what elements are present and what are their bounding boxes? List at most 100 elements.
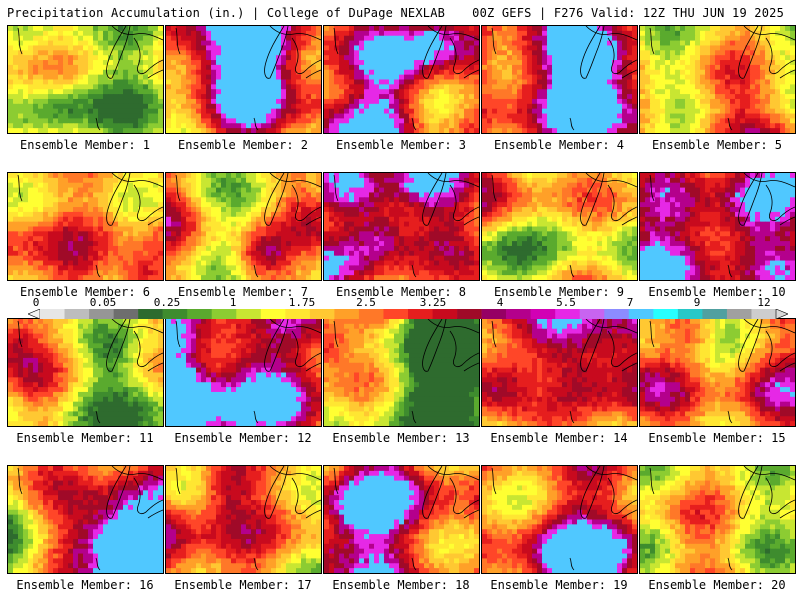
- colorbar-swatch: [138, 309, 163, 319]
- ensemble-member-label: Ensemble Member: 9: [493, 285, 625, 299]
- colorbar-swatch: [358, 309, 384, 319]
- colorbar-swatch: [334, 309, 360, 319]
- great-lakes-outline: [649, 26, 795, 131]
- colorbar-swatch: [408, 309, 433, 319]
- ensemble-member-map: [7, 465, 164, 574]
- colorbar-swatch: [628, 309, 654, 319]
- precipitation-field: [8, 26, 163, 133]
- colorbar-right-arrow: [775, 309, 788, 319]
- ensemble-member-label: Ensemble Member: 1: [19, 138, 151, 152]
- ensemble-member-label: Ensemble Member: 2: [177, 138, 309, 152]
- great-lakes-outline: [175, 319, 321, 424]
- great-lakes-outline: [17, 466, 163, 571]
- great-lakes-outline: [491, 319, 637, 424]
- colorbar-tick-label: 4: [496, 296, 504, 309]
- precipitation-field: [166, 26, 321, 133]
- ensemble-member-map: [165, 318, 322, 427]
- great-lakes-outline: [175, 26, 321, 131]
- great-lakes-outline: [649, 173, 795, 278]
- colorbar-swatch: [285, 309, 311, 319]
- great-lakes-outline: [333, 319, 479, 424]
- precipitation-field: [640, 319, 795, 426]
- colorbar-swatch: [604, 309, 630, 319]
- great-lakes-outline: [17, 319, 163, 424]
- colorbar-swatch: [506, 309, 531, 319]
- precipitation-field: [8, 319, 163, 426]
- colorbar-swatch: [113, 309, 139, 319]
- precipitation-field: [482, 319, 637, 426]
- colorbar-tick-label: 7: [626, 296, 634, 309]
- ensemble-member-label: Ensemble Member: 7: [177, 285, 309, 299]
- colorbar-swatch: [653, 309, 679, 319]
- colorbar-swatch: [579, 309, 605, 319]
- ensemble-member-map: [7, 318, 164, 427]
- ensemble-member-label: Ensemble Member: 18: [332, 578, 470, 592]
- ensemble-member-map: [165, 465, 322, 574]
- colorbar-swatch: [726, 309, 752, 319]
- colorbar-swatch: [457, 309, 482, 319]
- model-run-info: 00Z GEFS | F276 Valid: 12Z THU JUN 19 20…: [472, 6, 784, 20]
- ensemble-member-label: Ensemble Member: 8: [335, 285, 467, 299]
- precipitation-field: [640, 173, 795, 280]
- ensemble-member-label: Ensemble Member: 16: [16, 578, 154, 592]
- precipitation-field: [482, 466, 637, 573]
- colorbar-tick-label: 0.25: [153, 296, 181, 309]
- ensemble-member-label: Ensemble Member: 14: [490, 431, 628, 445]
- great-lakes-outline: [17, 26, 163, 131]
- ensemble-member-label: Ensemble Member: 5: [651, 138, 783, 152]
- great-lakes-outline: [175, 466, 321, 571]
- ensemble-member-map: [165, 25, 322, 134]
- colorbar-swatch: [677, 309, 703, 319]
- ensemble-member-map: [639, 172, 796, 281]
- colorbar-tick-label: 1.75: [288, 296, 316, 309]
- colorbar-swatch: [702, 309, 728, 319]
- colorbar-tick-label: 9: [693, 296, 701, 309]
- great-lakes-outline: [649, 319, 795, 424]
- precipitation-field: [166, 319, 321, 426]
- colorbar-left-arrow: [28, 309, 41, 319]
- colorbar-swatch: [236, 309, 262, 319]
- precipitation-colorbar: [28, 309, 788, 319]
- great-lakes-outline: [649, 466, 795, 571]
- ensemble-member-label: Ensemble Member: 15: [648, 431, 786, 445]
- ensemble-member-map: [323, 465, 480, 574]
- precipitation-field: [8, 466, 163, 573]
- great-lakes-outline: [17, 173, 163, 278]
- colorbar-swatch: [432, 309, 458, 319]
- great-lakes-outline: [333, 173, 479, 278]
- ensemble-member-map: [165, 172, 322, 281]
- colorbar-swatch: [309, 309, 335, 319]
- ensemble-member-map: [481, 172, 638, 281]
- ensemble-member-label: Ensemble Member: 12: [174, 431, 312, 445]
- great-lakes-outline: [491, 173, 637, 278]
- ensemble-member-map: [7, 25, 164, 134]
- great-lakes-outline: [491, 466, 637, 571]
- colorbar-swatch: [89, 309, 114, 319]
- precipitation-field: [482, 26, 637, 133]
- ensemble-member-map: [481, 25, 638, 134]
- ensemble-member-label: Ensemble Member: 20: [648, 578, 786, 592]
- precipitation-field: [640, 26, 795, 133]
- colorbar-swatch: [40, 309, 65, 319]
- colorbar-swatch: [555, 309, 581, 319]
- great-lakes-outline: [333, 466, 479, 571]
- ensemble-member-map: [639, 318, 796, 427]
- colorbar-swatch: [481, 309, 507, 319]
- precipitation-field: [8, 173, 163, 280]
- colorbar-swatch: [64, 309, 90, 319]
- ensemble-member-map: [639, 25, 796, 134]
- ensemble-member-map: [323, 172, 480, 281]
- ensemble-member-map: [481, 465, 638, 574]
- precipitation-field: [324, 319, 479, 426]
- ensemble-member-label: Ensemble Member: 4: [493, 138, 625, 152]
- ensemble-member-label: Ensemble Member: 11: [16, 431, 154, 445]
- ensemble-member-label: Ensemble Member: 10: [648, 285, 786, 299]
- colorbar-swatch: [751, 309, 777, 319]
- colorbar-swatch: [187, 309, 213, 319]
- ensemble-member-map: [639, 465, 796, 574]
- colorbar-tick-label: 1: [229, 296, 237, 309]
- colorbar-tick-label: 3.25: [419, 296, 447, 309]
- precipitation-field: [324, 26, 479, 133]
- precipitation-field: [324, 466, 479, 573]
- colorbar-tick-label: 2.5: [356, 296, 376, 309]
